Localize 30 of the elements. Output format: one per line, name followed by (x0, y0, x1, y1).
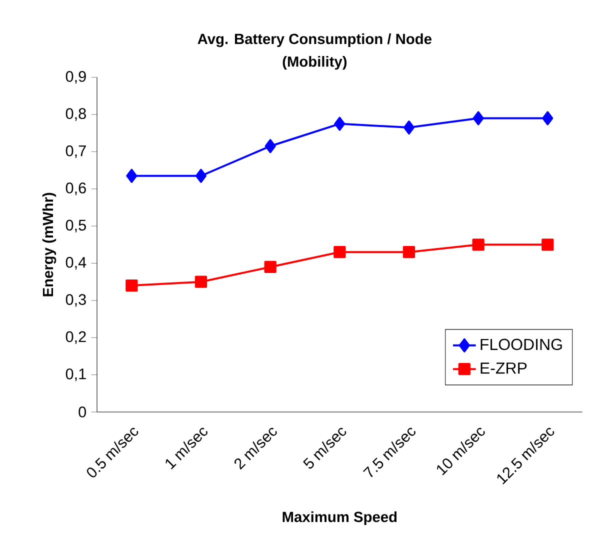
point (194, 276, 208, 288)
point (334, 246, 346, 258)
point (542, 111, 554, 126)
y-tick-label: 0,3 (66, 294, 86, 307)
y-tick-label: 0,4 (66, 256, 86, 270)
point (264, 139, 276, 154)
point (402, 246, 416, 258)
y-tick-label: 0,8 (66, 108, 86, 121)
y-tick-label: 0,7 (66, 145, 86, 158)
chart-subtitle: (Mobility) (282, 56, 347, 70)
point (264, 260, 276, 274)
point (196, 168, 206, 183)
point (472, 111, 484, 126)
point (403, 120, 414, 135)
point (126, 168, 138, 183)
y-tick-label: 0,9 (66, 70, 86, 84)
point (334, 116, 346, 131)
chart-title: Avg. Battery Consumption / Node (198, 33, 432, 48)
x-axis-title: Maximum Speed (282, 511, 397, 526)
legend-label: FLOODING (480, 338, 562, 350)
y-tick-label: 0,6 (66, 182, 86, 196)
y-axis-title: Energy (mWhr) (42, 192, 56, 296)
y-tick-label: 0,1 (66, 368, 86, 382)
y-tick-label: 0,5 (66, 220, 86, 232)
point (542, 238, 554, 251)
legend-label: E-ZRP (480, 362, 527, 374)
y-tick-label: 0,2 (66, 331, 86, 344)
point (126, 279, 138, 292)
y-tick-label: 0 (78, 406, 86, 418)
point (472, 238, 484, 251)
